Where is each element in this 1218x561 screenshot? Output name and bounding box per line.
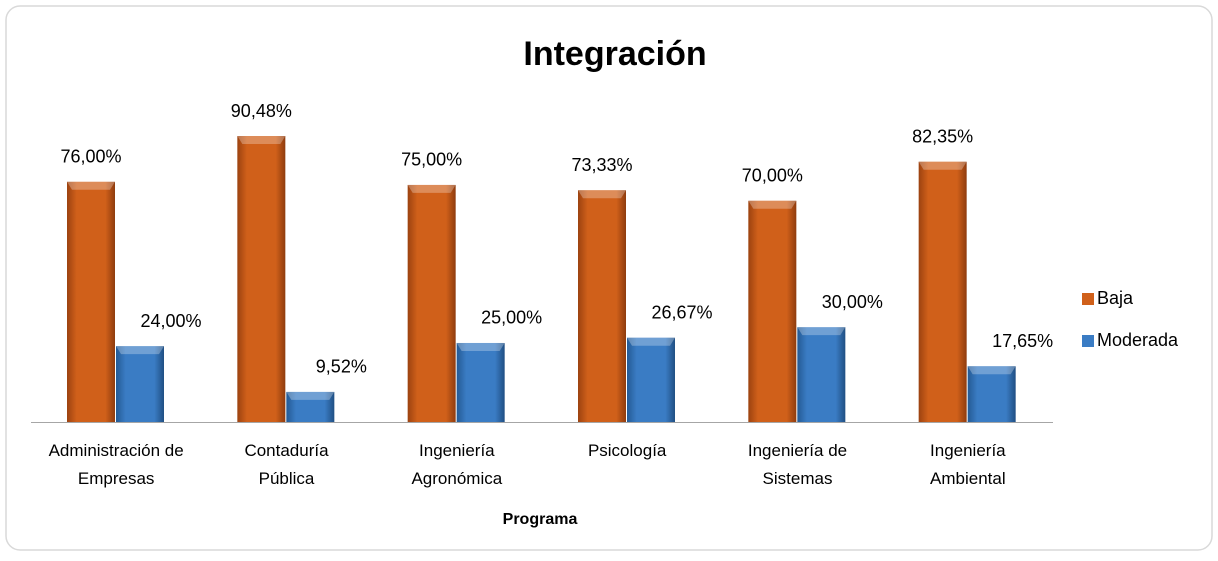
bar [578, 190, 626, 422]
x-tick-label: Psicología [588, 441, 667, 460]
data-label: 73,33% [571, 155, 632, 175]
data-label: 75,00% [401, 150, 462, 170]
bar-bevel [578, 190, 626, 199]
x-axis-title: Programa [503, 511, 578, 528]
x-tick-label-line: Sistemas [763, 469, 833, 488]
data-label: 82,35% [912, 126, 973, 146]
bar [116, 346, 164, 422]
x-tick-label: Ingeniería de Sistemas [748, 441, 847, 488]
bar [797, 327, 846, 422]
bar [456, 342, 505, 422]
bar [407, 184, 456, 422]
bar [748, 200, 797, 422]
x-tick-label-line: Agronómica [411, 469, 502, 488]
x-tick-label: Ingeniería Agronómica [411, 441, 502, 488]
bar [967, 366, 1016, 422]
data-label: 26,67% [651, 302, 712, 322]
x-tick-label-line: Psicología [588, 441, 667, 460]
bar-bevel [456, 342, 505, 351]
data-label: 9,52% [316, 357, 367, 377]
x-tick-label-line: Ambiental [930, 469, 1006, 488]
bar-bevel [116, 346, 164, 355]
bar [627, 337, 675, 422]
bar [237, 136, 286, 422]
x-tick-label-line: Ingeniería [930, 441, 1006, 460]
bar [67, 181, 115, 422]
x-tick-label-line: Empresas [78, 469, 155, 488]
bar-bevel [918, 161, 967, 170]
legend-swatch [1082, 335, 1094, 347]
x-tick-label: Ingeniería Ambiental [930, 441, 1006, 488]
legend-label: Baja [1097, 288, 1134, 308]
legend-label: Moderada [1097, 330, 1179, 350]
x-tick-label-line: Ingeniería [419, 441, 495, 460]
bar-bevel [797, 327, 846, 336]
x-tick-label: Administración de Empresas [49, 441, 184, 488]
bar-bevel [67, 181, 115, 190]
x-tick-label: Contaduría Pública [244, 441, 329, 488]
data-label: 24,00% [140, 311, 201, 331]
data-label: 70,00% [742, 165, 803, 185]
data-label: 17,65% [992, 331, 1053, 351]
data-label: 25,00% [481, 308, 542, 328]
data-label: 30,00% [822, 292, 883, 312]
bar [286, 391, 335, 422]
bar [918, 161, 967, 422]
bar-bevel [407, 184, 456, 193]
bar-bevel [967, 366, 1016, 375]
bar-bevel [748, 200, 797, 209]
x-tick-label-line: Ingeniería de [748, 441, 847, 460]
data-label: 90,48% [231, 101, 292, 121]
bar-bevel [286, 391, 335, 400]
data-label: 76,00% [60, 147, 121, 167]
x-tick-label-line: Pública [259, 469, 315, 488]
bar-bevel [627, 337, 675, 346]
legend-swatch [1082, 293, 1094, 305]
x-tick-label-line: Administración de [49, 441, 184, 460]
x-tick-label-line: Contaduría [244, 441, 329, 460]
chart-title: Integración [523, 35, 706, 73]
bar-bevel [237, 136, 286, 144]
